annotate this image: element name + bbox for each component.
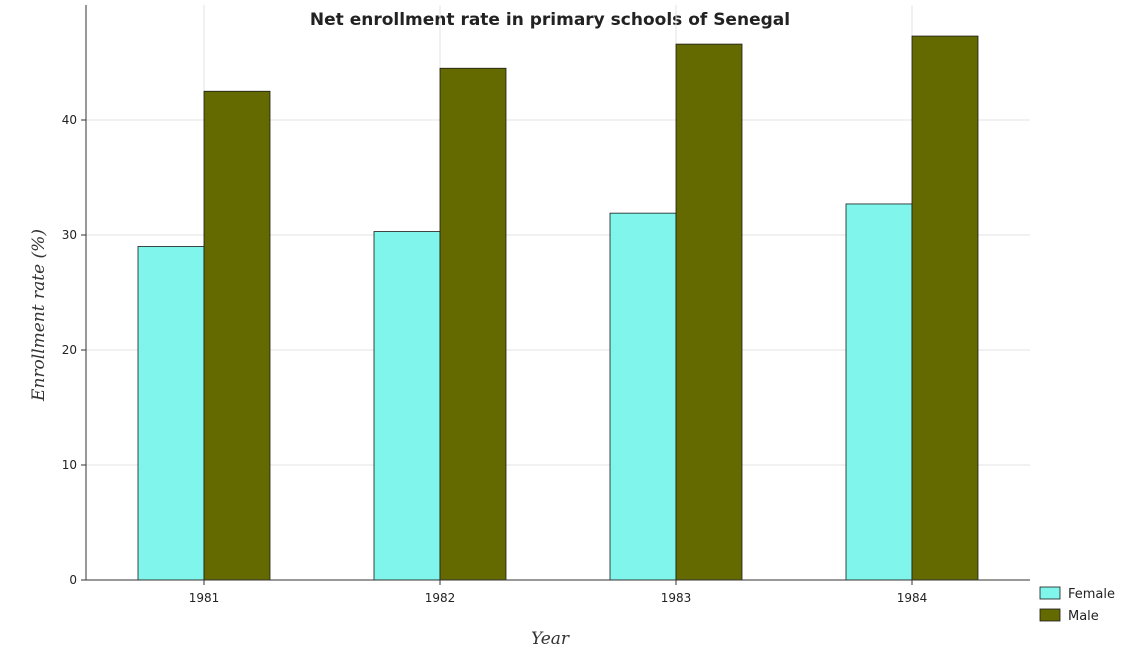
bar-female-1981 <box>137 246 205 581</box>
legend-label-female: Female <box>1068 587 1115 602</box>
bar-female-1983 <box>609 212 677 581</box>
y-tick-label: 20 <box>62 343 77 357</box>
chart-title: Net enrollment rate in primary schools o… <box>310 10 790 30</box>
y-tick-label: 0 <box>69 573 77 587</box>
y-tick-label: 30 <box>62 228 77 242</box>
x-tick-label: 1982 <box>425 591 456 605</box>
axes <box>85 5 1030 581</box>
bar-female-1984 <box>845 203 913 581</box>
y-tick-label: 40 <box>62 113 77 127</box>
y-axis-label: Enrollment rate (%) <box>29 229 49 402</box>
bar-male-1981 <box>203 90 271 581</box>
x-axis-label: Year <box>531 629 570 649</box>
bar-female-1982 <box>373 231 441 581</box>
legend-swatch-male <box>1039 608 1061 622</box>
x-tick-label: 1983 <box>661 591 692 605</box>
ticks: 0 10 20 30 40 1981 1982 1983 1984 <box>62 113 928 605</box>
x-tick-label: 1984 <box>897 591 928 605</box>
legend-label-male: Male <box>1068 609 1099 624</box>
bar-male-1983 <box>675 43 743 581</box>
x-tick-label: 1981 <box>189 591 220 605</box>
legend-swatch-female <box>1039 586 1061 600</box>
bar-male-1982 <box>439 67 507 581</box>
bar-male-1984 <box>911 35 979 581</box>
y-tick-label: 10 <box>62 458 77 472</box>
legend: Female Male <box>1039 586 1115 624</box>
bars <box>137 35 979 581</box>
